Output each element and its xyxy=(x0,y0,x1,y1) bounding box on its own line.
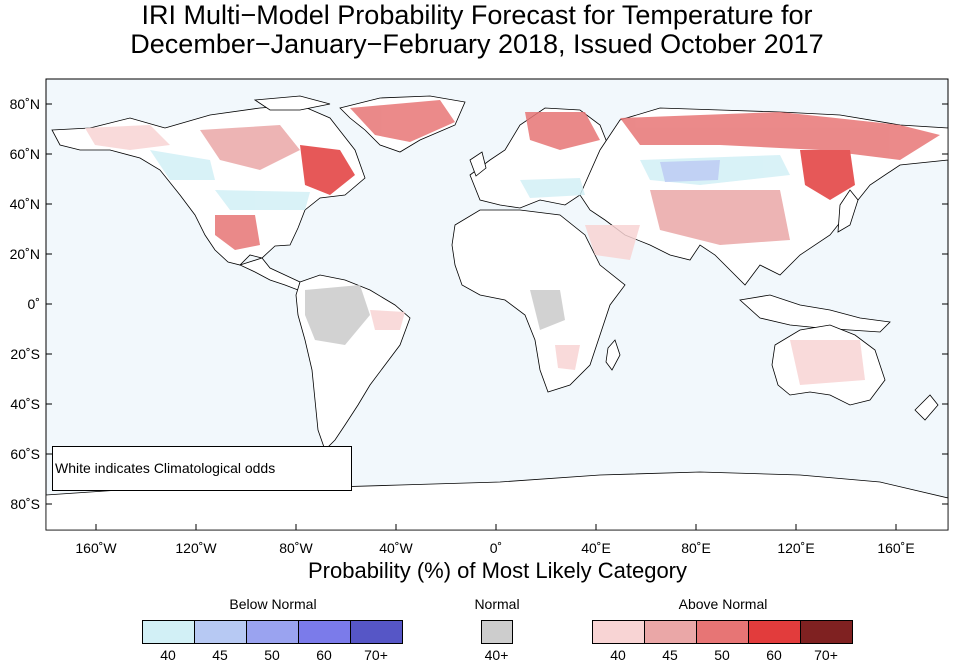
lat-ticks xyxy=(46,103,948,505)
above-normal-tick-0: 40 xyxy=(610,647,626,663)
lon-label-120e: 120˚E xyxy=(777,540,815,556)
above-canada-west xyxy=(200,125,300,170)
normal-swatch-0 xyxy=(481,620,513,644)
lon-label-120w: 120˚W xyxy=(175,540,217,556)
lon-label-160w: 160˚W xyxy=(75,540,117,556)
above-mexico xyxy=(215,215,260,250)
below-normal-shading xyxy=(150,150,790,210)
normal-tick-0: 40+ xyxy=(484,647,509,663)
below-normal-swatch-3 xyxy=(298,620,351,644)
above-greenland xyxy=(350,100,455,142)
below-europe xyxy=(520,178,585,198)
new-zealand xyxy=(914,394,939,421)
se-asia-islands xyxy=(739,294,891,333)
lon-label-160e: 160˚E xyxy=(877,540,915,556)
above-east-asia xyxy=(800,150,855,200)
japan xyxy=(837,189,859,233)
below-normal-tick-2: 50 xyxy=(264,647,280,663)
above-normal-swatch-3 xyxy=(748,620,801,644)
below-normal-tick-4: 70+ xyxy=(364,647,388,663)
above-normal-tick-2: 50 xyxy=(714,647,730,663)
normal-amazon xyxy=(305,285,370,345)
below-us-north xyxy=(215,190,310,210)
lat-label-60s: 60˚S xyxy=(10,446,40,462)
above-australia xyxy=(790,340,865,385)
above-scandinavia xyxy=(525,112,600,150)
below-normal-tick-1: 45 xyxy=(212,647,228,663)
above-normal-shading xyxy=(85,100,940,385)
lat-label-40s: 40˚S xyxy=(10,396,40,412)
above-normal-label: Above Normal xyxy=(678,596,768,612)
lat-label-60n: 60˚N xyxy=(9,146,40,162)
lat-label-0: 0˚ xyxy=(27,296,40,312)
above-south-africa xyxy=(555,345,580,370)
above-normal-swatch-4 xyxy=(800,620,853,644)
lon-label-40w: 40˚W xyxy=(379,540,413,556)
below-normal-swatch-1 xyxy=(194,620,247,644)
uk xyxy=(469,151,487,177)
above-canada-east xyxy=(300,145,355,195)
lat-label-40n: 40˚N xyxy=(9,196,40,212)
lon-label-80e: 80˚E xyxy=(681,540,711,556)
normal-shading xyxy=(305,285,565,345)
below-normal-tick-3: 60 xyxy=(316,647,332,663)
above-normal-tick-4: 70+ xyxy=(814,647,838,663)
map-title-line-2: December−January−February 2018, Issued O… xyxy=(130,29,824,59)
lat-label-20s: 20˚S xyxy=(10,346,40,362)
below-russia-core xyxy=(660,160,720,182)
climatological-odds-note: White indicates Climatological odds xyxy=(52,446,352,491)
below-normal-tick-0: 40 xyxy=(160,647,176,663)
lon-ticks xyxy=(95,524,897,530)
below-normal-swatch-2 xyxy=(246,620,299,644)
above-siberia xyxy=(620,112,940,160)
above-brazil xyxy=(370,310,405,330)
above-normal-swatch-0 xyxy=(592,620,645,644)
lon-label-0: 0˚ xyxy=(489,540,503,556)
lon-label-80w: 80˚W xyxy=(279,540,313,556)
madagascar xyxy=(605,339,621,371)
arctic-islands xyxy=(253,95,331,111)
below-normal-label: Below Normal xyxy=(229,596,317,612)
lat-label-80s: 80˚S xyxy=(10,496,40,512)
above-normal-swatch-1 xyxy=(644,620,697,644)
above-alaska xyxy=(85,125,170,150)
above-normal-tick-3: 60 xyxy=(766,647,782,663)
normal-africa xyxy=(530,290,565,330)
above-normal-swatch-2 xyxy=(696,620,749,644)
above-central-asia xyxy=(650,190,790,245)
legend-title: Probability (%) of Most Likely Category xyxy=(307,558,688,583)
lat-label-20n: 20˚N xyxy=(9,246,40,262)
below-canada xyxy=(150,150,215,180)
below-normal-swatch-4 xyxy=(350,620,403,644)
map-title-line-1: IRI Multi−Model Probability Forecast for… xyxy=(141,0,813,30)
normal-label: Normal xyxy=(474,596,520,612)
above-middle-east xyxy=(585,225,640,260)
below-normal-swatch-0 xyxy=(142,620,195,644)
lat-label-80n: 80˚N xyxy=(9,96,40,112)
above-normal-tick-1: 45 xyxy=(662,647,678,663)
lon-label-40e: 40˚E xyxy=(581,540,611,556)
